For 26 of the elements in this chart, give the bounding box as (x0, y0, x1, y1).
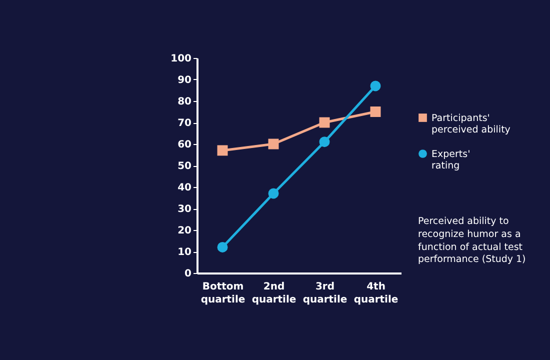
y-tick-label: 60 (178, 140, 192, 150)
legend-label: Participants' perceived ability (432, 112, 511, 136)
y-tick-label: 100 (170, 54, 192, 64)
y-tick-label: 30 (178, 204, 192, 215)
x-tick-label: 4th quartile (354, 282, 398, 306)
y-tick-label: 10 (178, 247, 192, 258)
y-tick-label: 70 (178, 118, 192, 129)
point (217, 242, 228, 252)
text: Perceived ability to recognize humor as a function of actual test performance (Study 1) (418, 216, 527, 268)
x-tick-label: Bottom quartile (200, 282, 246, 306)
point (319, 117, 330, 128)
point (370, 106, 381, 117)
y-tick-label: 0 (184, 268, 192, 280)
point (370, 80, 381, 92)
point (268, 188, 279, 199)
point (217, 145, 228, 156)
legend-label: Experts' rating (432, 148, 470, 172)
y-tick-label: 90 (178, 75, 192, 86)
y-tick-label: 20 (178, 226, 192, 236)
point (268, 138, 279, 150)
y-tick-label: 40 (178, 182, 192, 194)
y-tick-label: 80 (178, 96, 192, 108)
x-tick-label: 2nd quartile (252, 282, 296, 306)
x-tick-label: 3rd quartile (302, 282, 348, 306)
point (319, 136, 330, 148)
y-tick-label: 50 (178, 161, 192, 172)
